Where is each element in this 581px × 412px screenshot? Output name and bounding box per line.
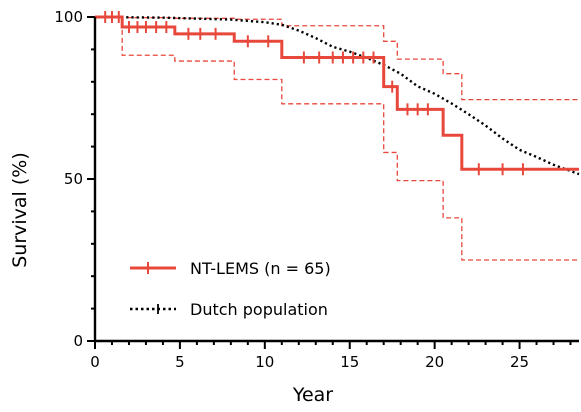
x-tick-label: 20: [425, 353, 444, 371]
x-axis-title: Year: [292, 384, 333, 406]
x-tick-label: 10: [255, 353, 274, 371]
y-tick-label: 50: [64, 170, 83, 188]
series-layer: [94, 11, 580, 261]
x-tick-label: 5: [175, 353, 185, 371]
legend: NT-LEMS (n = 65) Dutch population: [130, 259, 331, 319]
legend-label-dutch-population: Dutch population: [190, 300, 328, 319]
axes: 0 5 10 15 20 25 0 50 100: [54, 8, 579, 371]
y-axis-title: Survival (%): [9, 152, 31, 268]
y-tick-label: 0: [73, 332, 83, 350]
x-tick-label: 15: [340, 353, 359, 371]
legend-label-nt-lems: NT-LEMS (n = 65): [190, 259, 331, 278]
dutch-population-line: [94, 15, 580, 176]
x-tick-label: 25: [510, 353, 529, 371]
ci-band-line: [95, 16, 579, 261]
nt-lems-survival-line: [95, 15, 579, 171]
y-tick-label: 100: [54, 8, 83, 26]
x-tick-label: 0: [90, 353, 100, 371]
